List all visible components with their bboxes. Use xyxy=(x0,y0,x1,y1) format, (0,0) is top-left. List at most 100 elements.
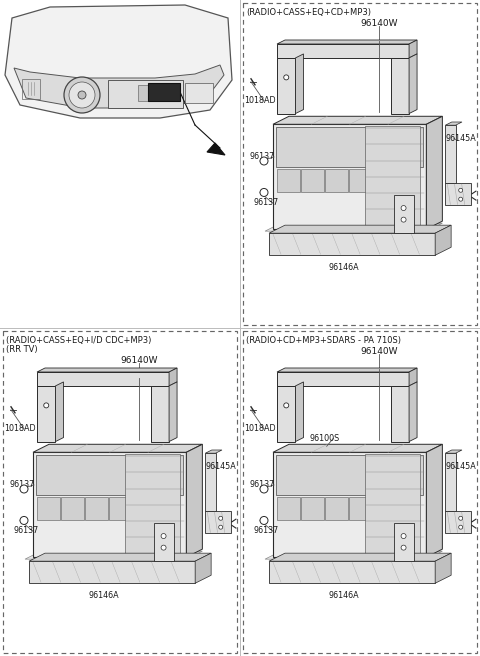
Text: 1018AD: 1018AD xyxy=(4,424,36,433)
Bar xyxy=(125,454,180,555)
Polygon shape xyxy=(296,54,303,113)
Bar xyxy=(394,523,414,561)
Bar xyxy=(37,497,60,520)
Polygon shape xyxy=(25,551,203,559)
Bar xyxy=(148,83,180,101)
Bar xyxy=(205,511,231,533)
Bar xyxy=(33,452,186,557)
Bar xyxy=(243,331,477,653)
Polygon shape xyxy=(14,9,224,108)
Circle shape xyxy=(161,533,166,539)
Circle shape xyxy=(284,403,289,408)
Bar xyxy=(243,3,477,325)
Polygon shape xyxy=(195,553,211,583)
Circle shape xyxy=(69,82,95,108)
Bar xyxy=(151,386,169,441)
Circle shape xyxy=(260,157,268,165)
Bar xyxy=(445,125,456,183)
Text: 96137: 96137 xyxy=(250,152,275,161)
Circle shape xyxy=(219,525,223,529)
Bar xyxy=(277,372,409,386)
Circle shape xyxy=(161,545,166,550)
Circle shape xyxy=(114,85,132,103)
Circle shape xyxy=(219,516,223,520)
Polygon shape xyxy=(273,116,443,124)
Polygon shape xyxy=(205,450,222,453)
Bar xyxy=(365,454,420,555)
Bar xyxy=(138,85,153,101)
Text: 96145A: 96145A xyxy=(205,462,236,471)
Bar xyxy=(277,58,296,113)
Bar xyxy=(205,453,216,511)
Bar xyxy=(29,561,195,583)
Bar xyxy=(277,497,300,520)
Circle shape xyxy=(20,516,28,524)
Polygon shape xyxy=(207,143,225,155)
Bar xyxy=(445,183,471,205)
Bar xyxy=(269,233,435,255)
Bar xyxy=(61,497,84,520)
Bar xyxy=(372,497,396,520)
Bar xyxy=(391,386,409,441)
Bar xyxy=(365,126,420,227)
Bar xyxy=(277,169,300,192)
Circle shape xyxy=(459,525,463,529)
Bar xyxy=(301,497,324,520)
Text: 96137: 96137 xyxy=(14,526,39,535)
Text: 96100S: 96100S xyxy=(309,434,339,443)
Polygon shape xyxy=(435,225,451,255)
Bar xyxy=(108,80,183,108)
Text: 96137: 96137 xyxy=(10,480,35,489)
Circle shape xyxy=(401,205,406,211)
Text: (RR TV): (RR TV) xyxy=(6,345,37,354)
Bar xyxy=(273,124,426,229)
Bar xyxy=(277,386,296,441)
Text: 96140W: 96140W xyxy=(360,347,398,356)
Polygon shape xyxy=(409,368,417,386)
Text: 96146A: 96146A xyxy=(328,591,359,600)
Text: 96146A: 96146A xyxy=(88,591,119,600)
Bar xyxy=(132,497,156,520)
Bar xyxy=(325,169,348,192)
Bar xyxy=(156,497,180,520)
Polygon shape xyxy=(29,553,211,561)
Text: 96145A: 96145A xyxy=(445,134,476,143)
Text: 96145A: 96145A xyxy=(445,462,476,471)
Polygon shape xyxy=(269,225,451,233)
Polygon shape xyxy=(265,551,443,559)
Bar xyxy=(396,497,420,520)
Text: 96137: 96137 xyxy=(254,198,279,207)
Polygon shape xyxy=(296,382,303,441)
Bar xyxy=(445,511,471,533)
Bar xyxy=(301,169,324,192)
Polygon shape xyxy=(33,444,203,452)
Text: 96140W: 96140W xyxy=(360,19,398,28)
Circle shape xyxy=(297,195,305,203)
Polygon shape xyxy=(273,444,443,452)
Text: 96137: 96137 xyxy=(254,526,279,535)
Circle shape xyxy=(277,195,285,203)
Bar xyxy=(276,455,423,495)
Text: 96146A: 96146A xyxy=(328,263,359,272)
Polygon shape xyxy=(426,116,443,229)
Circle shape xyxy=(401,533,406,539)
Polygon shape xyxy=(169,382,177,441)
Polygon shape xyxy=(445,450,462,453)
Bar xyxy=(273,452,426,557)
Text: 1018AD: 1018AD xyxy=(244,96,276,105)
Bar xyxy=(36,455,183,495)
Bar xyxy=(108,497,132,520)
Bar xyxy=(37,372,169,386)
Circle shape xyxy=(284,75,289,80)
Circle shape xyxy=(297,523,305,531)
Bar xyxy=(276,127,423,167)
Bar xyxy=(37,386,56,441)
Polygon shape xyxy=(435,553,451,583)
Bar xyxy=(22,79,40,99)
Circle shape xyxy=(44,403,49,408)
Circle shape xyxy=(64,77,100,113)
Circle shape xyxy=(459,188,463,192)
Polygon shape xyxy=(37,368,177,372)
Circle shape xyxy=(78,91,86,99)
Bar xyxy=(85,497,108,520)
